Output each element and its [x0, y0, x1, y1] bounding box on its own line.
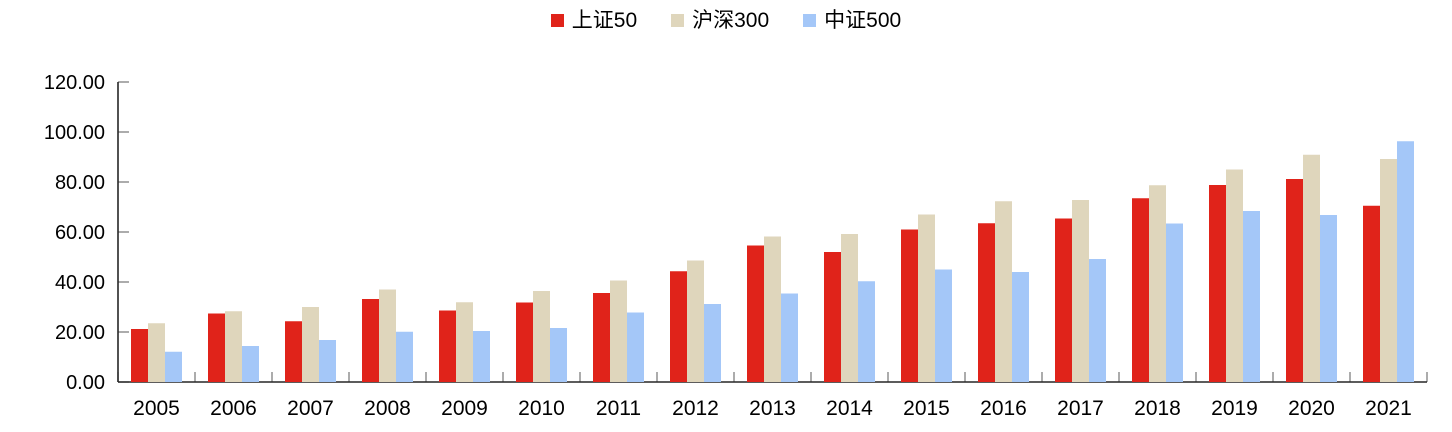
- legend-label-sse50: 上证50: [571, 9, 638, 32]
- x-axis-label-2019: 2019: [1211, 397, 1258, 420]
- legend-item-csi300: 沪深300: [671, 10, 769, 31]
- bar-上证50-2021: [1363, 205, 1380, 382]
- bar-沪深300-2005: [148, 323, 165, 382]
- bar-中证500-2014: [858, 281, 875, 382]
- bar-中证500-2006: [242, 346, 259, 382]
- bar-沪深300-2008: [379, 289, 396, 382]
- bar-上证50-2014: [824, 252, 841, 382]
- bar-中证500-2019: [1243, 211, 1260, 382]
- bar-中证500-2013: [781, 293, 798, 382]
- x-axis-label-2013: 2013: [749, 397, 796, 420]
- chart-legend: 上证50 沪深300 中证500: [0, 10, 1452, 31]
- bar-上证50-2009: [439, 310, 456, 382]
- x-axis-label-2015: 2015: [903, 397, 950, 420]
- bar-上证50-2008: [362, 299, 379, 382]
- bar-沪深300-2007: [302, 307, 319, 382]
- bar-上证50-2015: [901, 229, 918, 382]
- bar-沪深300-2017: [1072, 200, 1089, 382]
- legend-label-csi500: 中证500: [824, 9, 902, 32]
- bar-沪深300-2010: [533, 291, 550, 382]
- x-axis-label-2021: 2021: [1365, 397, 1412, 420]
- bar-上证50-2019: [1209, 185, 1226, 382]
- bar-沪深300-2009: [456, 302, 473, 382]
- x-axis-label-2016: 2016: [980, 397, 1027, 420]
- bar-上证50-2017: [1055, 218, 1072, 382]
- bar-中证500-2020: [1320, 215, 1337, 382]
- bar-上证50-2010: [516, 302, 533, 382]
- bar-沪深300-2019: [1226, 169, 1243, 382]
- bar-中证500-2017: [1089, 259, 1106, 382]
- y-axis-tick-label: 20.00: [55, 322, 105, 344]
- y-axis-tick-label: 40.00: [55, 272, 105, 294]
- x-axis-label-2014: 2014: [826, 397, 873, 420]
- bar-沪深300-2020: [1303, 154, 1320, 382]
- bar-中证500-2008: [396, 331, 413, 382]
- bar-沪深300-2015: [918, 214, 935, 382]
- bar-中证500-2015: [935, 269, 952, 382]
- x-axis-label-2011: 2011: [596, 397, 641, 420]
- y-axis-tick-label: 80.00: [55, 172, 105, 194]
- bar-上证50-2012: [670, 271, 687, 382]
- bar-沪深300-2018: [1149, 185, 1166, 382]
- x-axis-label-2018: 2018: [1134, 397, 1181, 420]
- bar-沪深300-2016: [995, 201, 1012, 382]
- bar-中证500-2005: [165, 351, 182, 382]
- bar-上证50-2007: [285, 321, 302, 382]
- bar-中证500-2016: [1012, 272, 1029, 382]
- x-axis-label-2012: 2012: [672, 397, 719, 420]
- legend-swatch-sse50-icon: [550, 14, 564, 27]
- bar-中证500-2018: [1166, 223, 1183, 382]
- y-axis-tick-label: 60.00: [55, 222, 105, 244]
- x-axis-label-2005: 2005: [133, 397, 180, 420]
- x-axis-label-2007: 2007: [287, 397, 334, 420]
- bar-上证50-2020: [1286, 179, 1303, 382]
- bar-上证50-2005: [131, 329, 148, 382]
- x-axis-label-2006: 2006: [210, 397, 257, 420]
- bar-上证50-2018: [1132, 198, 1149, 382]
- bar-上证50-2011: [593, 293, 610, 382]
- x-axis-label-2008: 2008: [364, 397, 411, 420]
- bar-上证50-2013: [747, 245, 764, 382]
- x-axis-label-2017: 2017: [1057, 397, 1104, 420]
- bar-中证500-2012: [704, 304, 721, 382]
- bar-沪深300-2006: [225, 311, 242, 382]
- bar-上证50-2016: [978, 223, 995, 382]
- y-axis-tick-label: 0.00: [66, 372, 105, 394]
- bar-中证500-2021: [1397, 141, 1414, 382]
- legend-swatch-csi300-icon: [671, 14, 685, 27]
- bar-沪深300-2013: [764, 236, 781, 382]
- legend-swatch-csi500-icon: [803, 14, 817, 27]
- x-axis-label-2010: 2010: [518, 397, 565, 420]
- legend-label-csi300: 沪深300: [692, 9, 770, 32]
- bar-沪深300-2021: [1380, 159, 1397, 382]
- legend-item-csi500: 中证500: [803, 10, 901, 31]
- bar-沪深300-2011: [610, 280, 627, 382]
- bar-沪深300-2012: [687, 260, 704, 382]
- y-axis-tick-label: 100.00: [44, 122, 105, 144]
- bar-沪深300-2014: [841, 234, 858, 382]
- x-axis-label-2020: 2020: [1288, 397, 1335, 420]
- bar-中证500-2007: [319, 340, 336, 382]
- bar-中证500-2011: [627, 312, 644, 382]
- legend-item-sse50: 上证50: [550, 9, 638, 32]
- bar-中证500-2009: [473, 331, 490, 382]
- bar-上证50-2006: [208, 313, 225, 382]
- y-axis-tick-label: 120.00: [44, 72, 105, 94]
- x-axis-label-2009: 2009: [441, 397, 488, 420]
- bar-中证500-2010: [550, 328, 567, 382]
